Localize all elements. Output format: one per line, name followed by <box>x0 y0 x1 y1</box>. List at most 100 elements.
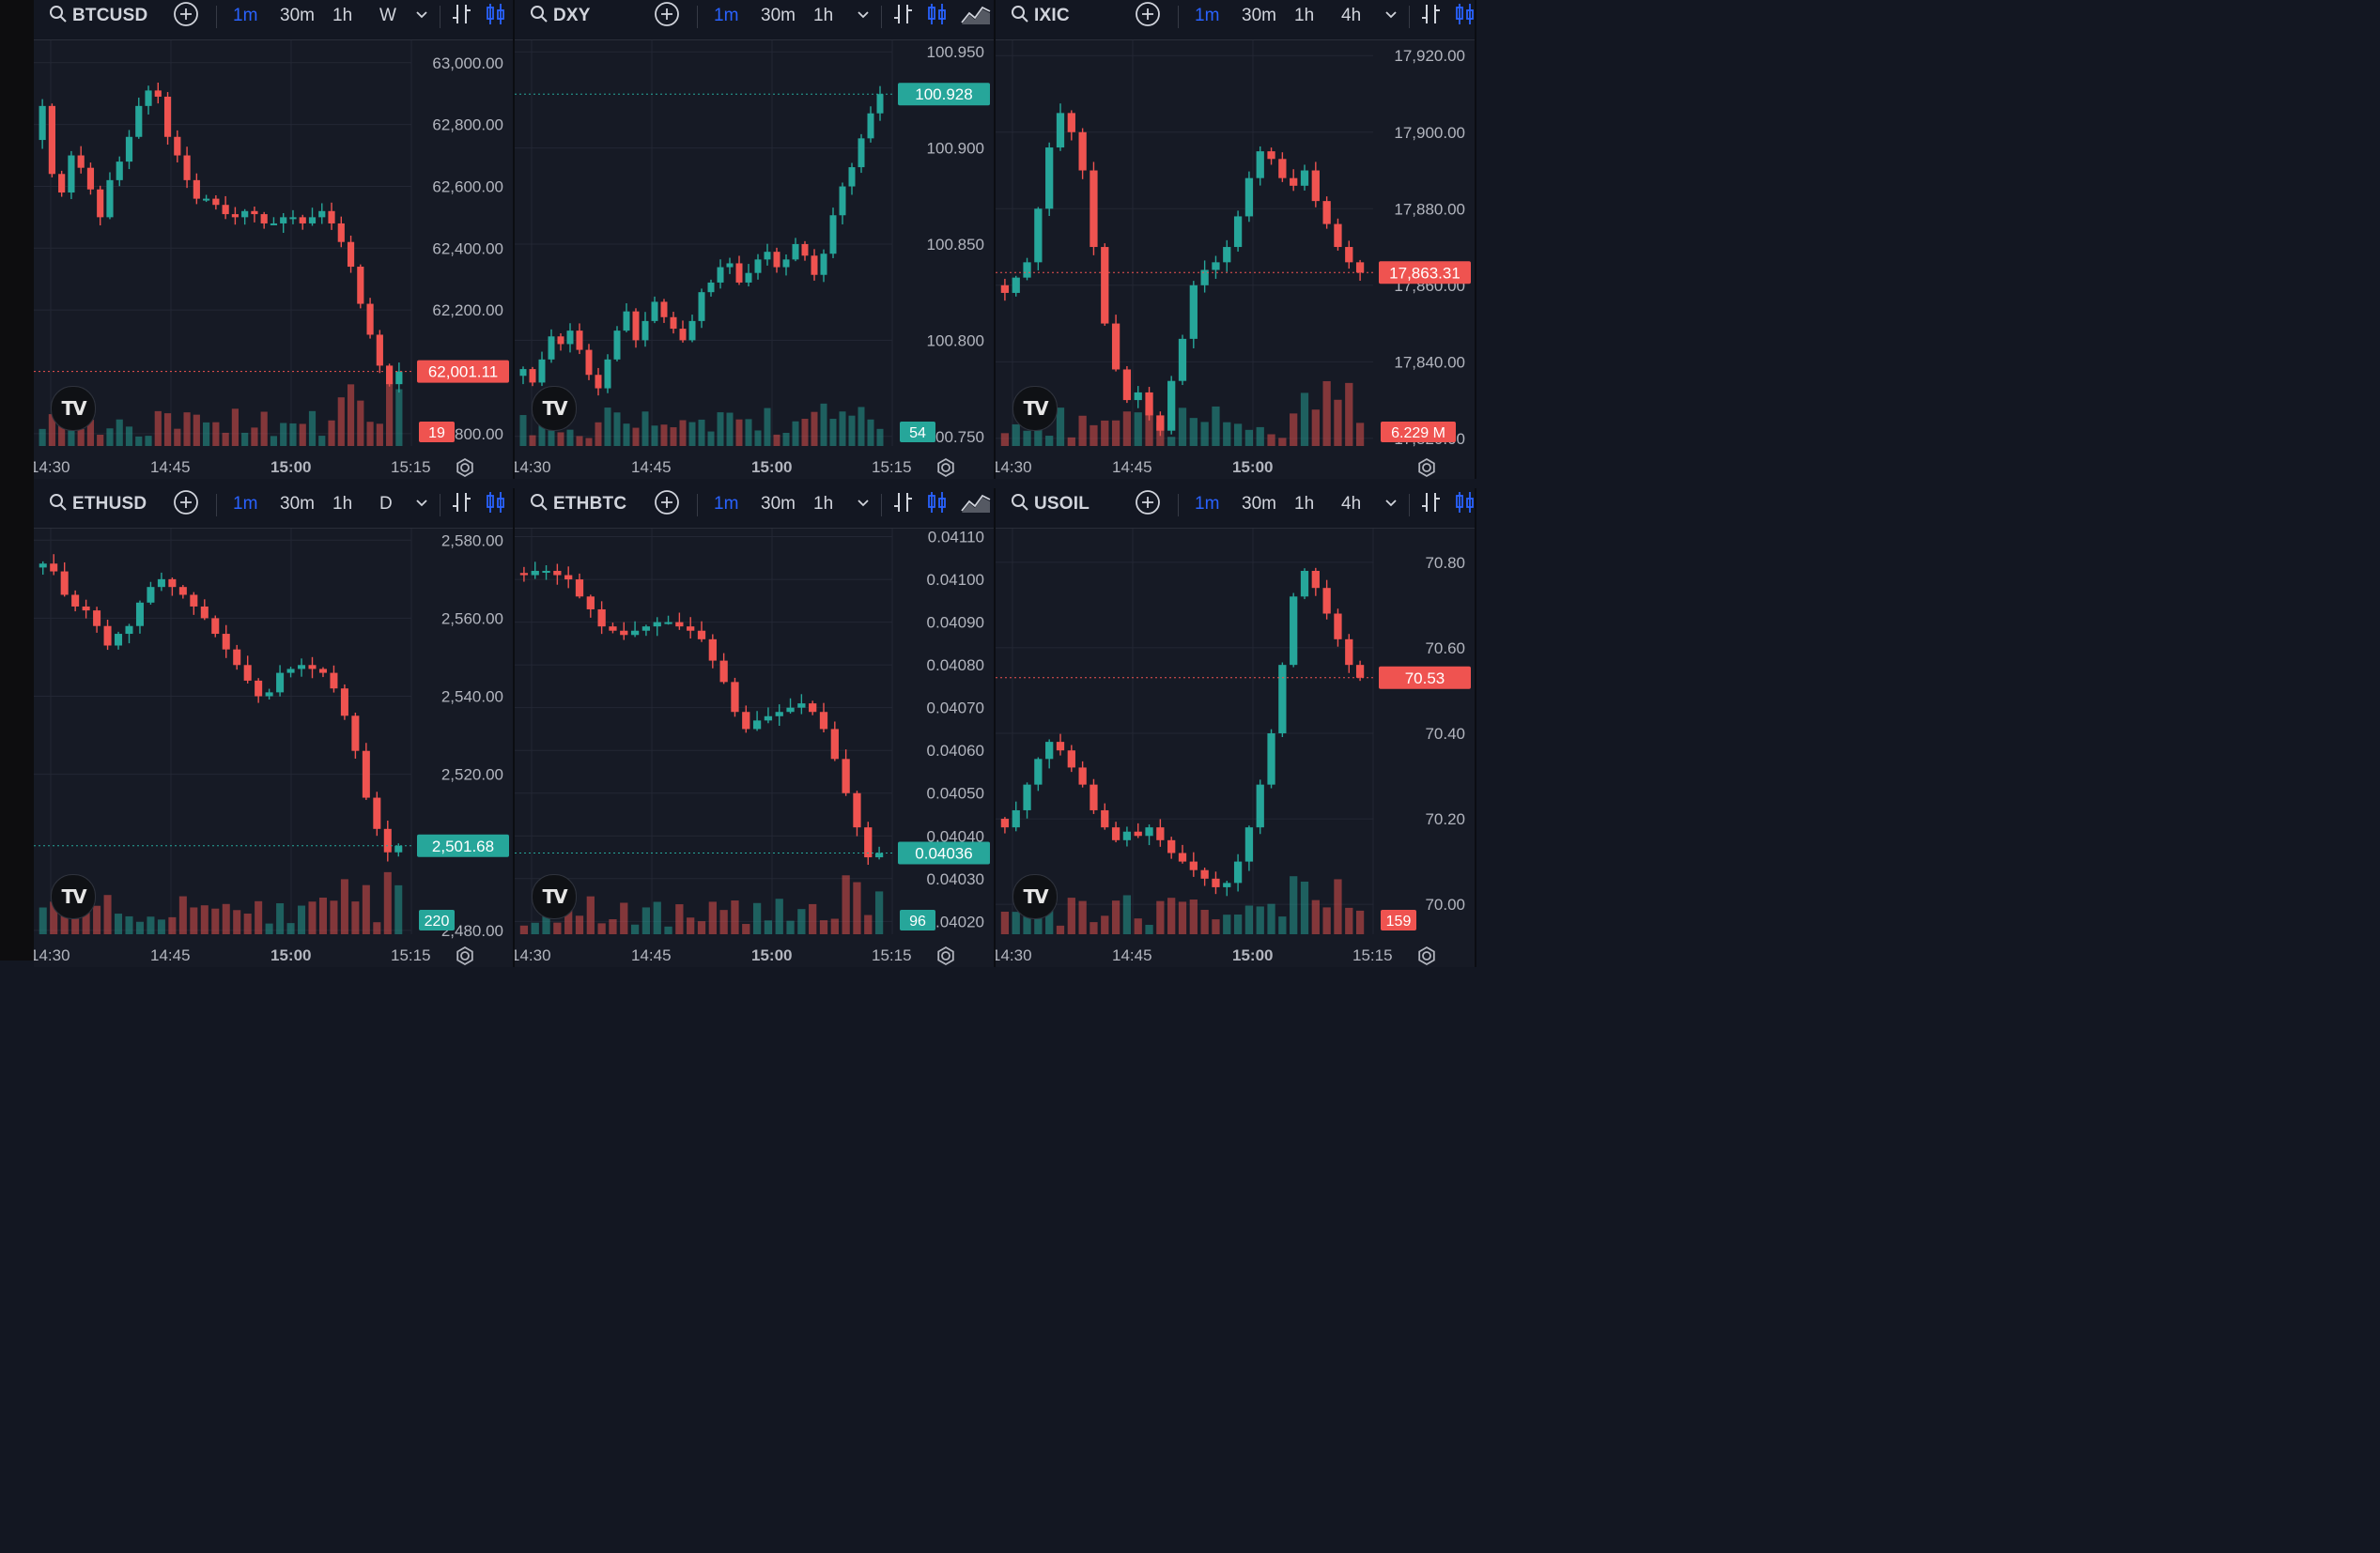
volume-bar <box>203 422 210 446</box>
interval-d[interactable]: D <box>379 494 393 514</box>
chart-panel-ixic[interactable]: IXIC 1m 30m 1h 4h 17,920.00 17,900.00 17,880.00… <box>996 0 1476 479</box>
candles <box>519 561 884 866</box>
candle <box>1244 177 1254 217</box>
settings-icon[interactable] <box>935 946 956 966</box>
interval-1h[interactable]: 1h <box>813 494 834 514</box>
interval-1h[interactable]: 1h <box>813 6 834 25</box>
interval-dropdown[interactable] <box>415 488 428 520</box>
candles-style-button[interactable] <box>485 0 507 32</box>
settings-icon[interactable] <box>1416 946 1437 966</box>
add-symbol-button[interactable] <box>1135 0 1161 32</box>
bar-style-button[interactable] <box>1420 488 1443 520</box>
interval-1m[interactable]: 1m <box>233 6 258 25</box>
bar-style-button[interactable] <box>892 0 915 32</box>
volume-bar <box>1000 433 1010 446</box>
tradingview-logo[interactable]: TV <box>51 386 96 431</box>
price-chart[interactable]: 0.04110 0.04100 0.04090 0.04080 0.04070 0.040… <box>515 529 994 967</box>
tradingview-logo[interactable]: TV <box>532 874 577 919</box>
candles-style-button[interactable] <box>926 488 949 520</box>
tradingview-logo[interactable]: TV <box>1012 874 1058 919</box>
candle <box>1178 853 1187 862</box>
interval-dropdown[interactable] <box>1384 488 1398 520</box>
bar-style-button[interactable] <box>451 488 473 520</box>
interval-30m[interactable]: 30m <box>280 6 315 25</box>
interval-4h[interactable]: 4h <box>1341 494 1362 514</box>
price-chart[interactable]: 63,000.00 62,800.00 62,600.00 62,400.00 62,2… <box>34 40 513 479</box>
chart-panel-btcusd[interactable]: BTCUSD 1m 30m 1h W 63,000.00 62,800.00 62,600.0… <box>34 0 515 479</box>
symbol-search-button[interactable]: BTCUSD <box>49 0 147 32</box>
volume-bar <box>93 905 101 934</box>
volume-bar <box>212 422 220 446</box>
symbol-search-button[interactable]: ETHBTC <box>530 488 626 520</box>
bar-style-button[interactable] <box>451 0 473 32</box>
interval-30m[interactable]: 30m <box>1242 494 1276 514</box>
interval-30m[interactable]: 30m <box>1242 6 1276 25</box>
symbol-search-button[interactable]: ETHUSD <box>49 488 147 520</box>
bar-style-button[interactable] <box>1420 0 1443 32</box>
interval-1h[interactable]: 1h <box>1294 494 1315 514</box>
interval-dropdown[interactable] <box>857 488 870 520</box>
add-symbol-button[interactable] <box>1135 488 1161 520</box>
price-chart[interactable]: 17,920.0017,900.0017,880.0017,860.0017,8… <box>996 40 1475 479</box>
candle <box>241 210 249 218</box>
area-style-button[interactable] <box>960 0 992 32</box>
interval-dropdown[interactable] <box>1384 0 1398 32</box>
settings-icon[interactable] <box>455 457 475 478</box>
interval-1m[interactable]: 1m <box>233 494 258 514</box>
volume-bar <box>222 903 230 934</box>
candles-style-button[interactable] <box>926 0 949 32</box>
interval-1m[interactable]: 1m <box>714 6 739 25</box>
candles-style-button[interactable] <box>1454 488 1476 520</box>
interval-30m[interactable]: 30m <box>280 494 315 514</box>
chart-panel-usoil[interactable]: USOIL 1m 30m 1h 4h 70.80 70.60 70.40 70.20 70.00 7… <box>996 488 1476 967</box>
chart-panel-dxy[interactable]: DXY 1m 30m 1h 100.950 100.900 100.850 100.800 10… <box>515 0 996 479</box>
interval-w[interactable]: W <box>379 6 396 25</box>
candle <box>1056 113 1065 148</box>
tradingview-logo[interactable]: TV <box>51 874 96 919</box>
chart-panel-ethusd[interactable]: ETHUSD 1m 30m 1h D 2,580.00 2,560.00 2,540.00 2,… <box>34 488 515 967</box>
tradingview-logo[interactable]: TV <box>1012 386 1058 431</box>
interval-1m[interactable]: 1m <box>714 494 739 514</box>
interval-4h[interactable]: 4h <box>1341 6 1362 25</box>
symbol-search-button[interactable]: IXIC <box>1011 0 1070 32</box>
candles-style-button[interactable] <box>1454 0 1476 32</box>
chart-panel-ethbtc[interactable]: ETHBTC 1m 30m 1h 0.04110 0.04100 0.04090 0.0408… <box>515 488 996 967</box>
interval-dropdown[interactable] <box>415 0 428 32</box>
interval-1h[interactable]: 1h <box>332 494 353 514</box>
interval-dropdown[interactable] <box>857 0 870 32</box>
volume-badge <box>1381 910 1416 930</box>
area-style-button[interactable] <box>960 488 992 520</box>
symbol-search-button[interactable]: DXY <box>530 0 591 32</box>
price-tick-label: 62,800.00 <box>432 116 503 134</box>
volume-bar <box>135 436 143 446</box>
candle <box>620 630 628 636</box>
volume-bar <box>620 902 628 934</box>
candle <box>308 217 317 223</box>
candles-style-button[interactable] <box>485 488 507 520</box>
add-symbol-button[interactable] <box>173 488 199 520</box>
bar-style-button[interactable] <box>892 488 915 520</box>
interval-1m[interactable]: 1m <box>1195 494 1220 514</box>
add-symbol-button[interactable] <box>654 488 680 520</box>
interval-30m[interactable]: 30m <box>761 494 796 514</box>
candle <box>519 369 527 377</box>
interval-1h[interactable]: 1h <box>332 6 353 25</box>
settings-icon[interactable] <box>935 457 956 478</box>
candle <box>613 331 621 360</box>
symbol-search-button[interactable]: USOIL <box>1011 488 1090 520</box>
grid <box>515 529 893 934</box>
candle <box>135 602 144 626</box>
add-symbol-button[interactable] <box>173 0 199 32</box>
volume-bar <box>819 920 828 934</box>
price-chart[interactable]: 2,580.00 2,560.00 2,540.00 2,520.00 2,480.00… <box>34 529 513 967</box>
interval-1m[interactable]: 1m <box>1195 6 1220 25</box>
settings-icon[interactable] <box>1416 457 1437 478</box>
interval-1h[interactable]: 1h <box>1294 6 1315 25</box>
price-chart[interactable]: 100.950100.900100.850100.800100.750100.9… <box>515 40 994 479</box>
tradingview-logo[interactable]: TV <box>532 386 577 431</box>
last-price-label: 0.04036 <box>915 844 972 862</box>
interval-30m[interactable]: 30m <box>761 6 796 25</box>
add-symbol-button[interactable] <box>654 0 680 32</box>
settings-icon[interactable] <box>455 946 475 966</box>
